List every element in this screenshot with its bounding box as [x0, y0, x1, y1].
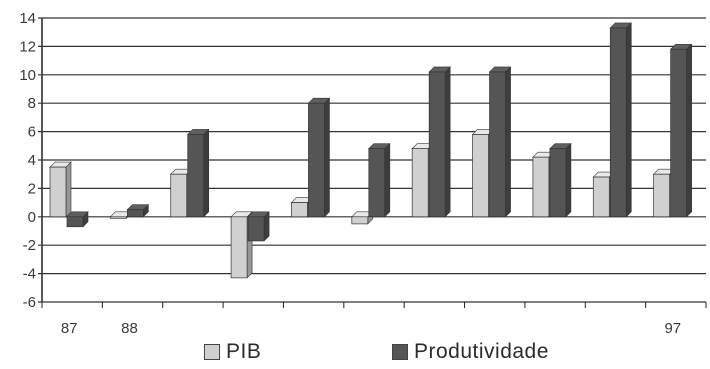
y-tick-label: 12: [19, 38, 36, 55]
bar-produtividade-6: [428, 66, 451, 218]
bar-produtividade-2: [187, 128, 210, 218]
y-tick-label: 0: [28, 209, 36, 226]
legend-label-pib: PIB: [226, 340, 262, 363]
y-tick-label: -6: [23, 294, 36, 311]
legend-item-pib: PIB: [204, 340, 261, 364]
y-tick-label: 14: [19, 10, 36, 27]
y-tick-label: 4: [28, 152, 36, 169]
bar-produtividade-9: [609, 22, 632, 218]
bar-produtividade-8: [549, 142, 572, 218]
bar-produtividade-7: [488, 66, 512, 218]
legend-swatch-pib: [204, 344, 220, 360]
y-tick-label: 2: [28, 180, 36, 197]
legend: PIB Produtividade: [0, 340, 710, 368]
y-tick-label: 8: [28, 95, 36, 112]
bar-produtividade-3: [247, 211, 270, 242]
bar-produtividade-0: [66, 211, 89, 228]
y-axis-ticks: 14 12 10 8 6 4 2 0 -2 -4 -6: [19, 10, 36, 311]
x-axis-labels: 87 88 97: [61, 320, 681, 337]
y-tick-label: -4: [23, 266, 36, 283]
bar-pib-5: [351, 211, 374, 225]
bar-produtividade-4: [307, 97, 331, 218]
bar-produtividade-1: [126, 203, 150, 218]
x-tick-label: 87: [61, 320, 78, 337]
y-tick-label: 6: [28, 124, 36, 141]
bar-chart: 14 12 10 8 6 4 2 0 -2 -4 -6 87 88 97: [19, 10, 707, 337]
legend-item-produtividade: Produtividade: [392, 340, 549, 364]
bar-pib-0: [49, 161, 72, 218]
bar-produtividade-10: [669, 43, 693, 218]
x-tick-label: 88: [121, 320, 138, 337]
legend-label-produtividade: Produtividade: [414, 340, 549, 363]
x-tick-label: 97: [664, 320, 681, 337]
y-tick-label: 10: [19, 67, 36, 84]
legend-swatch-produtividade: [392, 344, 408, 360]
bar-produtividade-5: [368, 142, 391, 218]
bars: [49, 22, 693, 279]
y-tick-label: -2: [23, 237, 36, 254]
